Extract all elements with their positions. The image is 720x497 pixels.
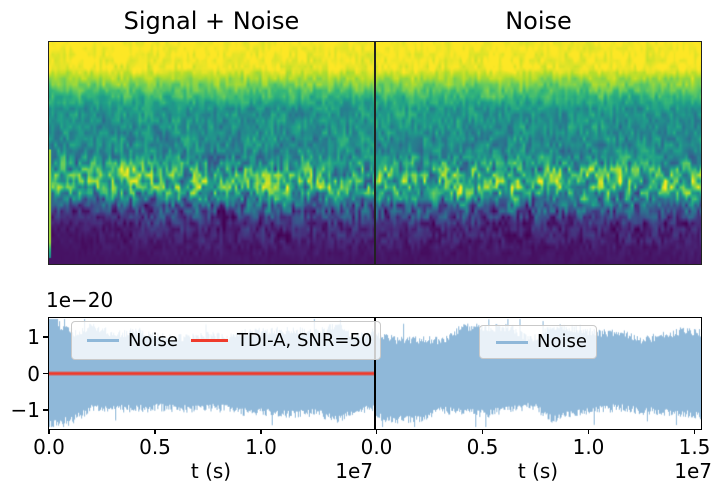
x-tick-label: 1.5 bbox=[678, 435, 711, 459]
x-tick-label: 1.0 bbox=[572, 435, 605, 459]
spectrogram-right-panel bbox=[375, 41, 702, 265]
legend-label-tdi: TDI-A, SNR=50 bbox=[236, 329, 373, 351]
spectrogram-right-image bbox=[376, 42, 701, 264]
tdi-line-sample bbox=[190, 339, 228, 342]
y-tick-label: 0 bbox=[27, 361, 40, 386]
y-tick-label: 1 bbox=[27, 325, 40, 349]
x-tick-mark bbox=[48, 429, 50, 434]
legend-label-noise: Noise bbox=[537, 331, 587, 352]
noise-line-sample bbox=[87, 339, 119, 342]
x-axis-label-left: t (s) bbox=[190, 459, 232, 483]
y-axis-offset-label: 1e−20 bbox=[46, 288, 114, 312]
legend-right: Noise bbox=[479, 325, 597, 359]
y-tick-label: −1 bbox=[10, 398, 40, 422]
x-axis-offset-label-left: 1e7 bbox=[335, 459, 373, 483]
x-tick-mark bbox=[481, 429, 484, 434]
y-tick-mark bbox=[42, 372, 48, 375]
y-tick-mark bbox=[42, 409, 48, 411]
noise-line-sample bbox=[496, 340, 528, 344]
x-tick-mark bbox=[375, 429, 378, 434]
x-tick-label: 0.5 bbox=[466, 435, 499, 459]
x-tick-mark bbox=[260, 429, 262, 434]
x-tick-label: 0.0 bbox=[360, 435, 393, 459]
x-tick-mark bbox=[693, 429, 696, 434]
y-tick-mark bbox=[42, 336, 48, 338]
spectrogram-left-panel bbox=[48, 41, 375, 265]
spectrogram-left-title: Signal + Noise bbox=[123, 7, 300, 35]
x-tick-label: 0.5 bbox=[139, 435, 171, 459]
spectrogram-right-title: Noise bbox=[505, 7, 572, 35]
legend-left: Noise TDI-A, SNR=50 bbox=[71, 321, 382, 360]
x-tick-mark bbox=[154, 429, 156, 434]
x-tick-mark bbox=[587, 429, 590, 434]
x-axis-label-right: t (s) bbox=[517, 459, 559, 483]
x-tick-label: 0.0 bbox=[33, 435, 65, 459]
spectrogram-left-image bbox=[49, 42, 374, 264]
legend-label-noise: Noise bbox=[128, 329, 178, 351]
x-axis-offset-label-right: 1e7 bbox=[674, 459, 712, 483]
x-tick-label: 1.0 bbox=[245, 435, 277, 459]
